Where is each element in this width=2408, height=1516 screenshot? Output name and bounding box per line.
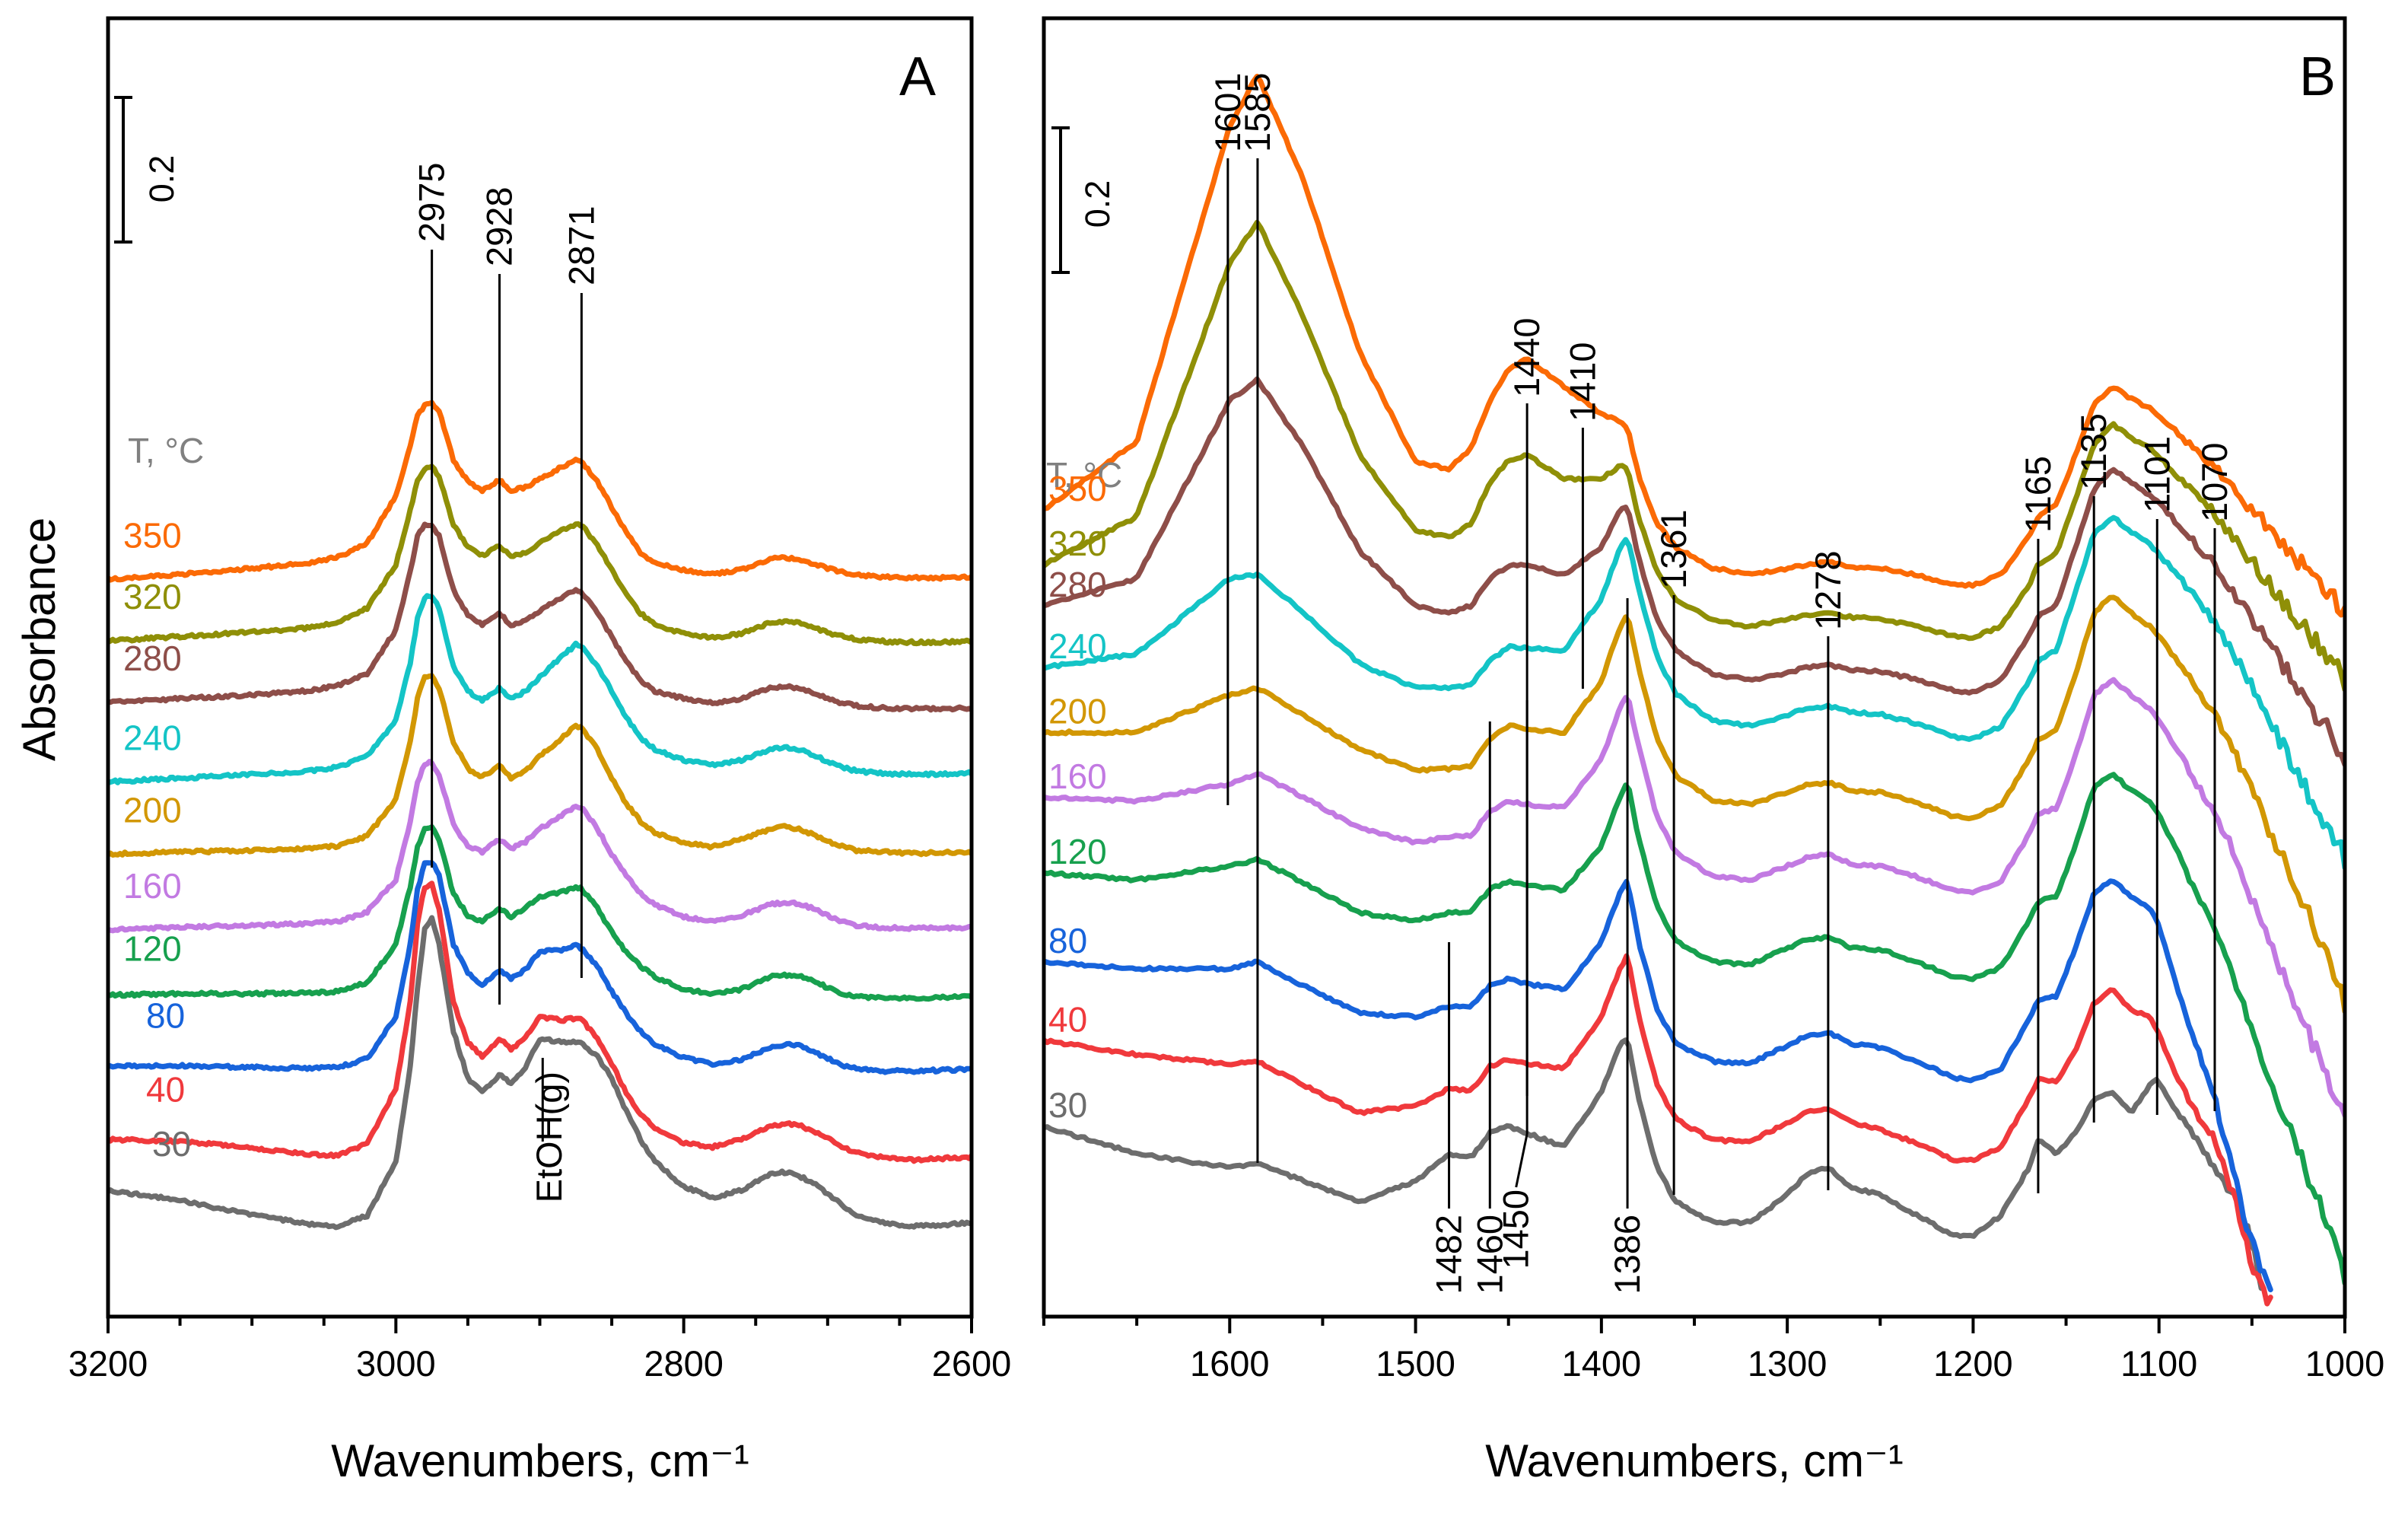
panel-a-series-320 (108, 463, 972, 647)
panel-b-temperature-label-320: 320 (1048, 524, 1107, 563)
panel-b-temperature-label-80: 80 (1048, 921, 1087, 960)
panel-b-peak-label-1440: 1440 (1506, 317, 1547, 397)
panel-b-x-axis-title: Wavenumbers, cm⁻¹ (1485, 1435, 1904, 1486)
panel-a-scale-bar: 0.2 (114, 96, 181, 244)
panel-b-series-280 (1044, 376, 2345, 768)
panel-a-temperature-label-240: 240 (123, 718, 182, 757)
panel-b-frame (1042, 16, 2347, 1319)
panel-b-temperature-label-160: 160 (1048, 756, 1107, 796)
panel-a-etoh-annotation: EtOH(g) (529, 1072, 569, 1202)
panel-b-peak-label-1601: 1601 (1207, 72, 1248, 152)
panel-a-temperature-label-200: 200 (123, 790, 182, 830)
panel-a-x-ticks: 3200 3000 2800 2600 (68, 1317, 1012, 1384)
panel-b-peak-label-1585: 1585 (1237, 72, 1277, 152)
panel-b-temperature-label-280: 280 (1048, 565, 1107, 604)
panel-b-temperature-header: T, °C (1046, 455, 1122, 495)
panel-a-scale-label: 0.2 (142, 155, 181, 203)
panel-b-letter: B (2299, 46, 2336, 107)
panel-b-temperature-label-120: 120 (1048, 832, 1107, 871)
panel-a-series-120 (108, 824, 972, 1002)
y-axis-title: Absorbance (14, 518, 65, 761)
panel-a: 2975 2928 2871 3200 3000 2800 2600 T, °C 30 40 8… (68, 16, 1012, 1486)
panel-a-temperature-labels: T, °C 30 40 80 120 160 200 240 280 320 350 (123, 431, 204, 1164)
panel-a-temperature-label-40: 40 (146, 1070, 185, 1110)
panel-b-tick-label-1500: 1500 (1376, 1343, 1455, 1384)
panel-a-peak-lines: 2975 2928 2871 (412, 162, 601, 1142)
panel-b-series-350 (1044, 73, 2345, 618)
panel-b-tick-label-1200: 1200 (1933, 1343, 2013, 1384)
panel-b-x-ticks: 1600 1500 1400 1300 1200 1100 1000 (1042, 1317, 2385, 1384)
panel-b-tick-label-1000: 1000 (2305, 1343, 2385, 1384)
panel-b-peak-label-1070: 1070 (2194, 442, 2235, 522)
panel-a-series-200 (108, 673, 972, 858)
panel-a-series-80 (108, 860, 972, 1075)
panel-a-temperature-label-350: 350 (123, 515, 182, 555)
panel-b-series-240 (1044, 514, 2345, 871)
panel-a-series-280 (108, 521, 972, 713)
panel-b-peak-label-1135: 1135 (2073, 413, 2114, 490)
panel-b-peak-label-1450: 1450 (1496, 1190, 1536, 1269)
panel-a-series-160 (108, 759, 972, 934)
panel-b-temperature-label-30: 30 (1048, 1085, 1087, 1125)
panel-a-tick-label-2600: 2600 (932, 1343, 1012, 1384)
panel-a-temperature-label-80: 80 (146, 996, 185, 1036)
panel-b-temperature-label-200: 200 (1048, 692, 1107, 731)
panel-b-peak-label-1460: 1460 (1469, 1215, 1509, 1295)
panel-b-tick-label-1400: 1400 (1562, 1343, 1642, 1384)
panel-b-series-group (1044, 73, 2345, 1307)
panel-a-peak-label-2928: 2928 (479, 186, 520, 266)
panel-b-peak-label-1482: 1482 (1429, 1215, 1469, 1295)
panel-b-series-120 (1044, 772, 2345, 1286)
panel-b-temperature-label-240: 240 (1048, 626, 1107, 666)
panel-b-peak-line-1450 (1515, 1133, 1528, 1188)
panel-a-series-group (108, 400, 972, 1231)
panel-b-temperature-label-40: 40 (1048, 1000, 1087, 1040)
panel-a-temperature-label-120: 120 (123, 929, 182, 969)
panel-a-series-240 (108, 593, 972, 786)
panel-b-peak-label-1410: 1410 (1562, 342, 1602, 422)
panel-a-tick-label-3000: 3000 (356, 1343, 436, 1384)
panel-b-series-160 (1044, 677, 2345, 1118)
panel-b-series-320 (1044, 219, 2345, 693)
panel-b-series-80 (1044, 878, 2273, 1293)
panel-b-peak-label-1361: 1361 (1653, 509, 1694, 589)
panel-a-temperature-header: T, °C (128, 431, 204, 470)
panel-b-scale-bar: 0.2 (1051, 126, 1117, 274)
panel-a-series-40 (108, 881, 972, 1164)
panel-b-tick-label-1300: 1300 (1748, 1343, 1827, 1384)
panel-b-series-40 (1044, 953, 2273, 1307)
panel-b-series-200 (1044, 594, 2345, 1014)
panel-a-series-350 (108, 400, 972, 583)
panel-a-frame (106, 16, 974, 1319)
panel-b-tick-label-1100: 1100 (2120, 1343, 2197, 1384)
panel-a-peak-label-2975: 2975 (412, 162, 452, 242)
panel-a-temperature-label-280: 280 (123, 639, 182, 678)
panel-a-temperature-label-160: 160 (123, 866, 182, 906)
panel-b-series-30 (1044, 1037, 2264, 1291)
panel-b-peak-label-1386: 1386 (1607, 1215, 1647, 1295)
panel-a-temperature-label-320: 320 (123, 577, 182, 616)
panel-a-temperature-label-30: 30 (152, 1124, 191, 1164)
panel-b-temperature-label-350: 350 (1048, 469, 1107, 508)
panel-a-letter: A (899, 46, 936, 107)
panel-b-peak-label-1101: 1101 (2136, 436, 2177, 513)
panel-a-peak-label-2871: 2871 (561, 205, 601, 285)
panel-b-scale-label: 0.2 (1078, 180, 1117, 228)
panel-b-peak-label-1165: 1165 (2018, 456, 2058, 533)
panel-a-tick-label-3200: 3200 (68, 1343, 148, 1384)
panel-a-x-axis-title: Wavenumbers, cm⁻¹ (331, 1435, 749, 1486)
panel-b-peak-label-1278: 1278 (1808, 550, 1848, 630)
panel-a-series-30 (108, 915, 972, 1231)
panel-a-tick-label-2800: 2800 (644, 1343, 724, 1384)
panel-b-tick-label-1600: 1600 (1190, 1343, 1270, 1384)
